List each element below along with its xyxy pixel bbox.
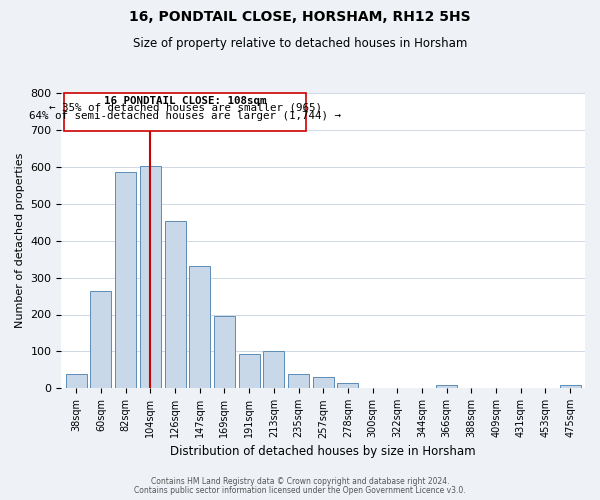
- Bar: [91, 290, 112, 388]
- Bar: [164, 221, 185, 388]
- Bar: [288, 374, 309, 388]
- Bar: [263, 352, 284, 389]
- X-axis label: Distribution of detached houses by size in Horsham: Distribution of detached houses by size …: [170, 444, 476, 458]
- Bar: [66, 374, 87, 388]
- Text: Contains public sector information licensed under the Open Government Licence v3: Contains public sector information licen…: [134, 486, 466, 495]
- Bar: [436, 386, 457, 388]
- Text: 16, PONDTAIL CLOSE, HORSHAM, RH12 5HS: 16, PONDTAIL CLOSE, HORSHAM, RH12 5HS: [129, 10, 471, 24]
- Bar: [337, 383, 358, 388]
- Text: 64% of semi-detached houses are larger (1,744) →: 64% of semi-detached houses are larger (…: [29, 110, 341, 120]
- Bar: [214, 316, 235, 388]
- Text: Contains HM Land Registry data © Crown copyright and database right 2024.: Contains HM Land Registry data © Crown c…: [151, 477, 449, 486]
- Bar: [313, 376, 334, 388]
- Bar: [189, 266, 210, 388]
- Y-axis label: Number of detached properties: Number of detached properties: [15, 153, 25, 328]
- FancyBboxPatch shape: [64, 93, 306, 130]
- Bar: [239, 354, 260, 388]
- Bar: [560, 386, 581, 388]
- Text: 16 PONDTAIL CLOSE: 108sqm: 16 PONDTAIL CLOSE: 108sqm: [104, 96, 266, 106]
- Bar: [115, 172, 136, 388]
- Text: ← 35% of detached houses are smaller (965): ← 35% of detached houses are smaller (96…: [49, 103, 322, 113]
- Bar: [140, 166, 161, 388]
- Text: Size of property relative to detached houses in Horsham: Size of property relative to detached ho…: [133, 38, 467, 51]
